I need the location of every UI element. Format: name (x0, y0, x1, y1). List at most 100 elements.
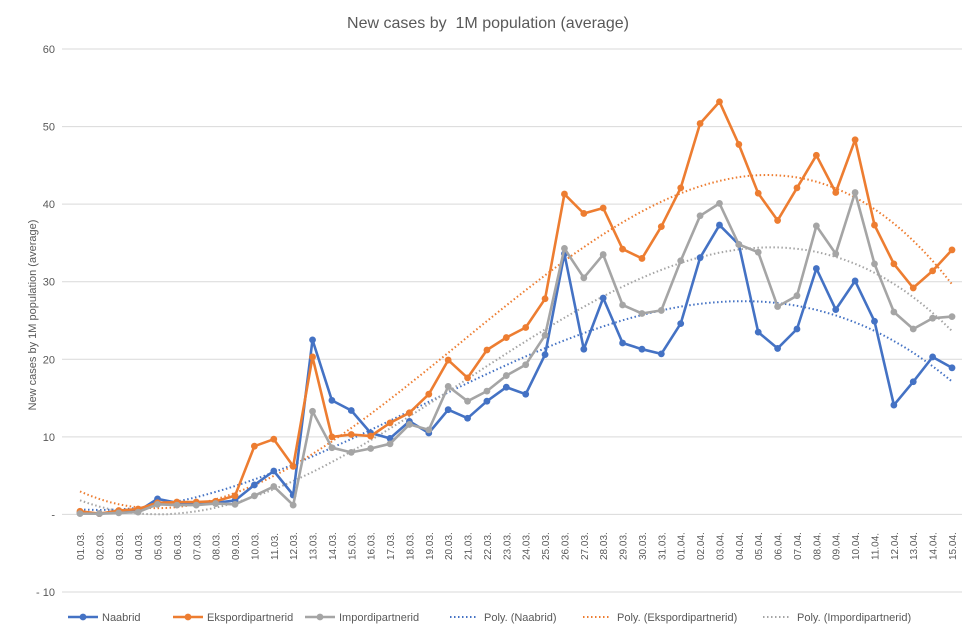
legend-item: Naabrid (68, 612, 141, 624)
x-tick-label: 23.03. (502, 532, 513, 560)
chart-title: New cases by 1M population (average) (347, 15, 629, 32)
x-tick-label: 14.03. (328, 532, 339, 560)
x-tick-label: 21.03. (464, 532, 475, 560)
data-point-ekspordipartnerid (367, 432, 375, 440)
x-tick-label: 30.03. (638, 532, 649, 560)
data-point-naabrid (890, 401, 898, 409)
data-point-ekspordipartnerid (289, 462, 297, 470)
data-point-ekspordipartnerid (948, 246, 956, 254)
data-point-impordipartnerid (464, 397, 471, 405)
y-tick-label: 30 (43, 277, 55, 289)
x-tick-label: 09.04. (832, 532, 843, 560)
x-tick-label: 31.03. (657, 532, 668, 560)
x-tick-label: 05.03. (154, 532, 165, 560)
data-point-naabrid (696, 254, 704, 262)
data-point-impordipartnerid (367, 445, 375, 452)
data-point-impordipartnerid (619, 301, 626, 309)
data-point-ekspordipartnerid (599, 204, 607, 212)
series-line-impordipartnerid (80, 191, 953, 516)
legend-label: Impordipartnerid (339, 612, 419, 624)
y-axis-label: New cases by 1M population (average) (27, 220, 39, 411)
data-point-impordipartnerid (270, 483, 278, 490)
data-point-naabrid (502, 383, 510, 391)
y-tick-label: 50 (43, 122, 55, 134)
data-point-impordipartnerid (522, 361, 530, 369)
data-point-impordipartnerid (561, 244, 568, 252)
data-point-naabrid (754, 328, 762, 336)
data-point-impordipartnerid (812, 222, 820, 230)
x-tick-label: 24.03. (522, 532, 533, 560)
x-tick-label: 13.04. (909, 532, 920, 560)
data-point-ekspordipartnerid (754, 189, 762, 197)
y-tick-label: 10 (43, 432, 55, 444)
data-point-naabrid (619, 339, 626, 347)
data-point-naabrid (483, 397, 491, 405)
data-point-naabrid (347, 407, 355, 414)
data-point-naabrid (599, 294, 607, 302)
data-point-ekspordipartnerid (890, 260, 898, 268)
legend-label: Naabrid (102, 612, 141, 624)
data-point-ekspordipartnerid (328, 433, 336, 441)
data-point-naabrid (948, 364, 956, 372)
x-tick-label: 07.04. (793, 532, 804, 560)
x-tick-label: 18.03. (405, 532, 416, 560)
data-point-ekspordipartnerid (871, 221, 878, 229)
data-point-impordipartnerid (541, 331, 549, 339)
data-point-impordipartnerid (289, 501, 297, 509)
data-point-ekspordipartnerid (251, 442, 258, 450)
x-tick-label: 25.03. (541, 532, 552, 560)
legend-item: Poly. (Ekspordipartnerid) (583, 612, 737, 624)
data-point-ekspordipartnerid (231, 492, 239, 500)
data-point-ekspordipartnerid (464, 374, 471, 382)
trendline-poly-impordipartnerid- (79, 246, 953, 516)
data-point-impordipartnerid (599, 251, 607, 258)
data-point-impordipartnerid (328, 444, 336, 452)
data-point-impordipartnerid (251, 492, 258, 500)
data-point-ekspordipartnerid (909, 284, 917, 292)
data-point-naabrid (251, 481, 258, 489)
data-point-impordipartnerid (154, 500, 161, 508)
legend-marker (184, 613, 192, 621)
series-line-ekspordipartnerid (79, 100, 953, 516)
x-tick-label: 28.03. (599, 532, 610, 560)
x-tick-label: 11.04. (870, 533, 881, 560)
data-point-impordipartnerid (890, 308, 898, 316)
x-tick-label: 10.04. (851, 532, 862, 560)
legend-marker (316, 613, 324, 621)
legend-label: Ekspordipartnerid (207, 612, 293, 624)
data-point-naabrid (541, 351, 549, 359)
x-tick-label: 04.03. (134, 532, 145, 560)
legend-label: Poly. (Naabrid) (484, 612, 557, 624)
y-tick-label: 40 (43, 199, 55, 211)
data-point-naabrid (929, 353, 937, 361)
data-point-impordipartnerid (638, 310, 646, 317)
data-point-impordipartnerid (851, 189, 859, 196)
data-point-naabrid (793, 325, 801, 333)
data-point-ekspordipartnerid (425, 390, 433, 398)
data-point-impordipartnerid (483, 387, 491, 395)
data-point-ekspordipartnerid (812, 151, 820, 159)
data-point-naabrid (677, 320, 685, 328)
x-tick-label: 11.03. (270, 533, 281, 560)
data-point-impordipartnerid (173, 501, 181, 509)
data-point-naabrid (522, 390, 530, 398)
data-point-impordipartnerid (502, 372, 510, 379)
x-tick-label: 26.03. (560, 532, 571, 560)
x-tick-label: 04.04. (735, 532, 746, 560)
data-point-ekspordipartnerid (502, 334, 510, 341)
data-point-impordipartnerid (580, 274, 588, 282)
data-point-impordipartnerid (754, 248, 762, 256)
data-point-naabrid (832, 306, 840, 314)
data-point-impordipartnerid (134, 508, 142, 516)
x-tick-label: 09.03. (231, 532, 242, 560)
data-point-ekspordipartnerid (270, 435, 278, 443)
data-point-ekspordipartnerid (541, 295, 549, 303)
x-tick-label: 12.04. (890, 532, 901, 560)
x-tick-label: 27.03. (580, 532, 591, 560)
data-point-naabrid (309, 336, 316, 344)
x-tick-label: 17.03. (386, 532, 397, 560)
data-point-naabrid (812, 265, 820, 272)
data-point-ekspordipartnerid (735, 141, 743, 148)
x-tick-label: 06.03. (173, 532, 184, 560)
